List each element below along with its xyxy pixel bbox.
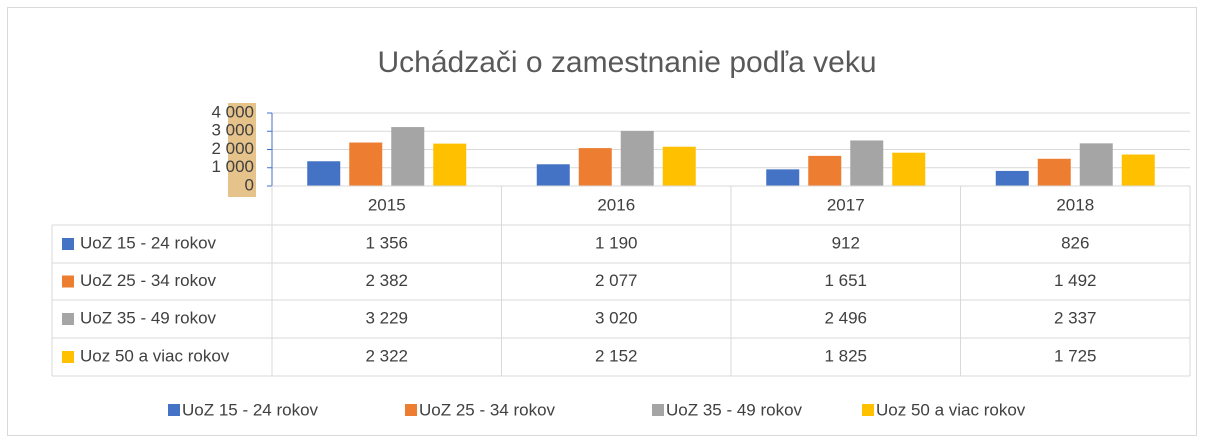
bar [349,142,383,186]
chart-border [7,7,1197,436]
table-value: 3 229 [365,308,408,327]
table-series-name: UoZ 35 - 49 rokov [80,308,217,327]
legend-label: Uoz 50 a viac rokov [876,400,1026,419]
table-legend-key [62,313,74,325]
bar [391,127,425,186]
legend-key [862,404,874,416]
legend-key [405,404,417,416]
table-value: 1 651 [824,271,867,290]
y-tick-label: 0 [245,175,254,194]
y-tick-label: 3 000 [211,121,254,140]
table-value: 2 337 [1054,308,1097,327]
table-value: 1 825 [824,346,867,365]
axis-label-highlight [228,103,256,197]
y-tick-label: 4 000 [211,102,254,121]
legend-label: UoZ 25 - 34 rokov [419,400,556,419]
y-tick-label: 2 000 [211,139,254,158]
legend-label: UoZ 35 - 49 rokov [666,400,803,419]
bar [433,143,467,186]
table-value: 912 [832,233,860,252]
bar [766,169,800,186]
bar [620,130,654,186]
chart-title: Uchádzači o zamestnanie podľa veku [377,46,876,79]
table-value: 1 356 [365,233,408,252]
bar [662,146,696,186]
table-value: 2 382 [365,271,408,290]
table-legend-key [62,275,74,288]
x-tick-label: 2017 [827,195,865,214]
legend-key [652,404,664,416]
bar [1121,154,1155,186]
table-value: 2 077 [595,271,638,290]
bar [307,161,341,186]
bar [850,140,884,186]
bar [536,164,570,186]
legend-label: UoZ 15 - 24 rokov [182,400,319,419]
x-tick-label: 2018 [1056,195,1094,214]
table-value: 1 725 [1054,346,1097,365]
x-tick-label: 2015 [368,195,406,214]
table-value: 826 [1061,233,1089,252]
table-legend-key [62,351,74,363]
table-legend-key [62,238,74,250]
table-value: 3 020 [595,308,638,327]
bar [892,152,926,186]
legend-key [168,404,180,416]
bar [1037,158,1071,186]
table-value: 2 496 [824,308,867,327]
bar [578,148,612,186]
y-tick-label: 1 000 [211,157,254,176]
bar [1079,143,1113,186]
x-tick-label: 2016 [597,195,635,214]
bar [808,155,842,186]
table-value: 1 492 [1054,271,1097,290]
table-value: 1 190 [595,233,638,252]
table-series-name: UoZ 15 - 24 rokov [80,233,217,252]
table-series-name: UoZ 25 - 34 rokov [80,271,217,290]
bar [995,170,1029,186]
table-value: 2 152 [595,346,638,365]
table-value: 2 322 [365,346,408,365]
table-series-name: Uoz 50 a viac rokov [80,346,230,365]
